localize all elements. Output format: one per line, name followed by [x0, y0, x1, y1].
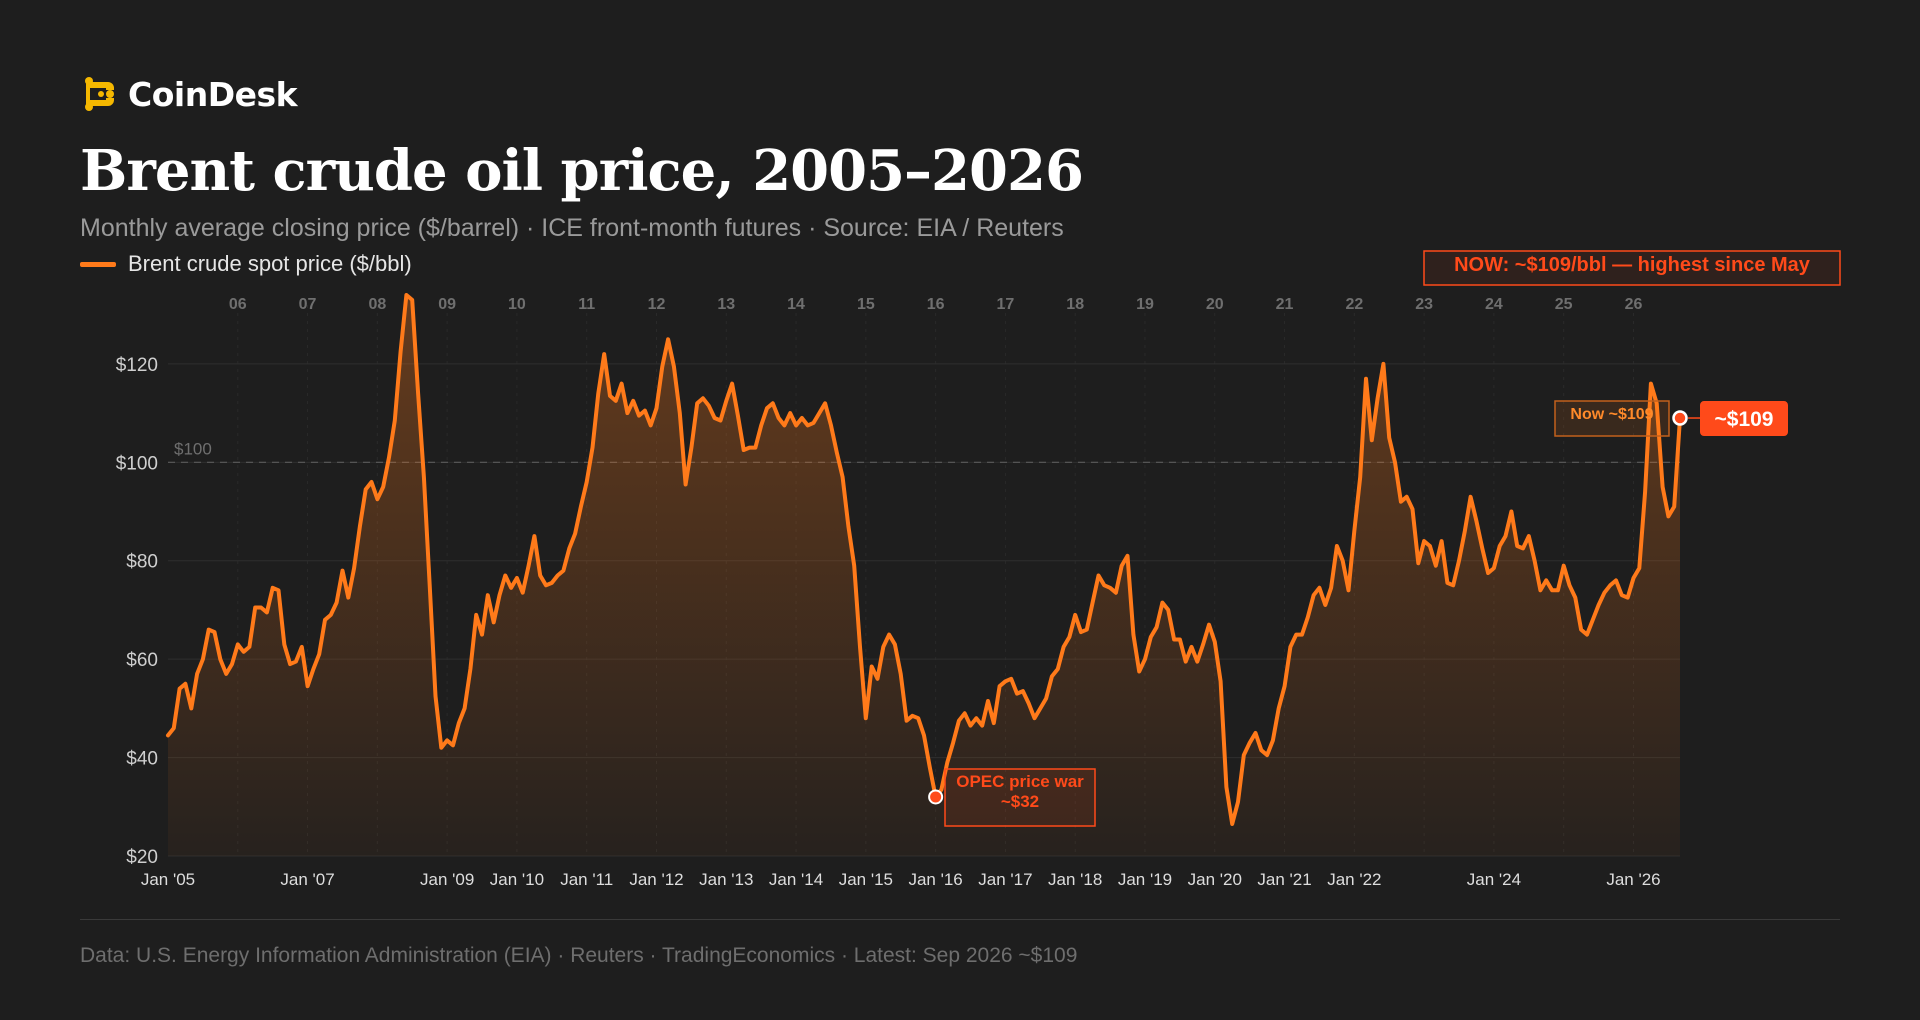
x-tick-label: Jan '15: [839, 870, 893, 889]
legend-swatch: [80, 261, 116, 267]
chart-series: [166, 293, 1682, 856]
x-tick-label: Jan '13: [699, 870, 753, 889]
top-year-label: 22: [1345, 296, 1363, 313]
headline-callout-box: [1423, 250, 1841, 286]
x-tick-label: Jan '14: [769, 870, 823, 889]
x-tick-label: Jan '17: [978, 870, 1032, 889]
x-tick-label: Jan '20: [1188, 870, 1242, 889]
y-tick-label: $100: [116, 453, 158, 474]
x-tick-label: Jan '19: [1118, 870, 1172, 889]
top-year-label: 18: [1066, 296, 1084, 313]
legend-label: Brent crude spot price ($/bbl): [128, 251, 412, 276]
opec-low-marker: [928, 789, 944, 805]
footer-divider: [80, 919, 1840, 920]
x-tick-label: Jan '12: [629, 870, 683, 889]
y-tick-label: $40: [126, 749, 158, 770]
chart-axes: 06 07 08 09 10 11 12 13 14 15 16 17 18 19 20 21 22 23 24 25…: [116, 296, 1661, 889]
x-tick-label: Jan '11: [560, 870, 613, 889]
footer-source: Data: U.S. Energy Information Administra…: [80, 944, 1078, 967]
series-area-fill: [168, 295, 1680, 856]
opec-callout-text: ~$32: [1001, 792, 1039, 811]
top-year-label: 10: [508, 296, 526, 313]
y-tick-label: $120: [116, 355, 158, 376]
brand-name: CoinDesk: [128, 74, 298, 114]
y-tick-label: $80: [126, 552, 158, 573]
page-title: Brent crude oil price, 2005–2026: [80, 138, 1084, 204]
x-tick-label: Jan '22: [1327, 870, 1381, 889]
now-callout-box: [1554, 400, 1670, 437]
chart-legend: Brent crude spot price ($/bbl): [80, 251, 412, 277]
top-year-label: 26: [1625, 296, 1643, 313]
top-year-label: 17: [997, 296, 1015, 313]
page-subtitle: Monthly average closing price ($/barrel)…: [80, 214, 1064, 242]
headline-callout-text: NOW: ~$109/bbl — highest since May: [1454, 254, 1811, 276]
y-tick-label: $60: [126, 650, 158, 671]
x-tick-label: Jan '09: [420, 870, 474, 889]
reference-line-label: $100: [174, 439, 212, 458]
x-tick-label: Jan '16: [908, 870, 962, 889]
top-year-label: 07: [299, 296, 317, 313]
top-year-label: 08: [368, 296, 386, 313]
x-tick-label: Jan '24: [1467, 870, 1521, 889]
top-year-label: 24: [1485, 296, 1503, 313]
latest-point-marker: [1672, 410, 1688, 426]
top-year-label: 14: [787, 296, 805, 313]
top-year-label: 12: [648, 296, 666, 313]
now-price-badge: [1700, 401, 1788, 437]
top-year-label: 21: [1276, 296, 1294, 313]
x-tick-label: Jan '21: [1257, 870, 1311, 889]
top-year-label: 11: [578, 296, 595, 313]
x-tick-label: Jan '18: [1048, 870, 1102, 889]
chart-annotations: OPEC price war~$32 Now ~$109 ~$109 NOW: ~$1…: [928, 250, 1841, 827]
x-tick-label: Jan '05: [141, 870, 195, 889]
now-callout-text: Now ~$109: [1570, 406, 1653, 423]
top-year-label: 19: [1136, 296, 1154, 313]
y-tick-label: $20: [126, 847, 158, 868]
x-tick-label: Jan '07: [280, 870, 334, 889]
opec-callout-text: OPEC price war: [956, 772, 1084, 791]
brand-logo: CoinDesk: [80, 74, 298, 114]
coindesk-logo-icon: [85, 77, 114, 111]
top-year-label: 06: [229, 296, 247, 313]
top-year-label: 20: [1206, 296, 1224, 313]
top-year-label: 25: [1555, 296, 1573, 313]
top-year-label: 13: [717, 296, 735, 313]
top-year-label: 23: [1415, 296, 1433, 313]
top-year-label: 16: [927, 296, 945, 313]
x-tick-label: Jan '26: [1606, 870, 1660, 889]
x-tick-label: Jan '10: [490, 870, 544, 889]
now-price-badge-text: ~$109: [1715, 408, 1774, 431]
top-year-label: 09: [438, 296, 456, 313]
top-year-label: 15: [857, 296, 875, 313]
opec-callout-box: [944, 768, 1096, 827]
series-line-brent: [166, 293, 1682, 826]
